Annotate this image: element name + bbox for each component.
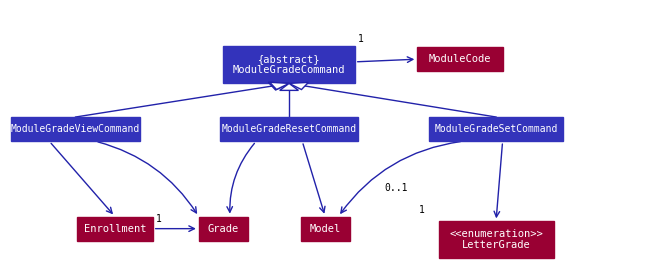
- Text: 1: 1: [156, 214, 162, 224]
- Text: 1: 1: [358, 34, 364, 44]
- Text: ModuleGradeViewCommand: ModuleGradeViewCommand: [11, 124, 140, 134]
- Polygon shape: [270, 82, 289, 90]
- FancyBboxPatch shape: [199, 217, 248, 241]
- FancyBboxPatch shape: [439, 221, 553, 258]
- FancyBboxPatch shape: [300, 217, 350, 241]
- FancyBboxPatch shape: [428, 117, 563, 141]
- Text: Grade: Grade: [208, 224, 239, 234]
- FancyBboxPatch shape: [223, 46, 355, 83]
- Text: Enrollment: Enrollment: [83, 224, 147, 234]
- Text: ModuleGradeSetCommand: ModuleGradeSetCommand: [434, 124, 558, 134]
- FancyBboxPatch shape: [11, 117, 139, 141]
- Text: <<enumeration>>
LetterGrade: <<enumeration>> LetterGrade: [449, 229, 543, 250]
- Polygon shape: [289, 82, 308, 90]
- FancyBboxPatch shape: [77, 217, 152, 241]
- FancyBboxPatch shape: [220, 117, 358, 141]
- FancyBboxPatch shape: [417, 47, 503, 71]
- Text: 1: 1: [419, 205, 424, 215]
- Polygon shape: [280, 83, 298, 90]
- Text: 0..1: 0..1: [384, 183, 408, 193]
- Polygon shape: [268, 82, 289, 90]
- Text: {abstract}
ModuleGradeCommand: {abstract} ModuleGradeCommand: [233, 54, 346, 75]
- Text: ModuleCode: ModuleCode: [428, 54, 491, 64]
- Text: ModuleGradeResetCommand: ModuleGradeResetCommand: [221, 124, 357, 134]
- Text: Model: Model: [309, 224, 341, 234]
